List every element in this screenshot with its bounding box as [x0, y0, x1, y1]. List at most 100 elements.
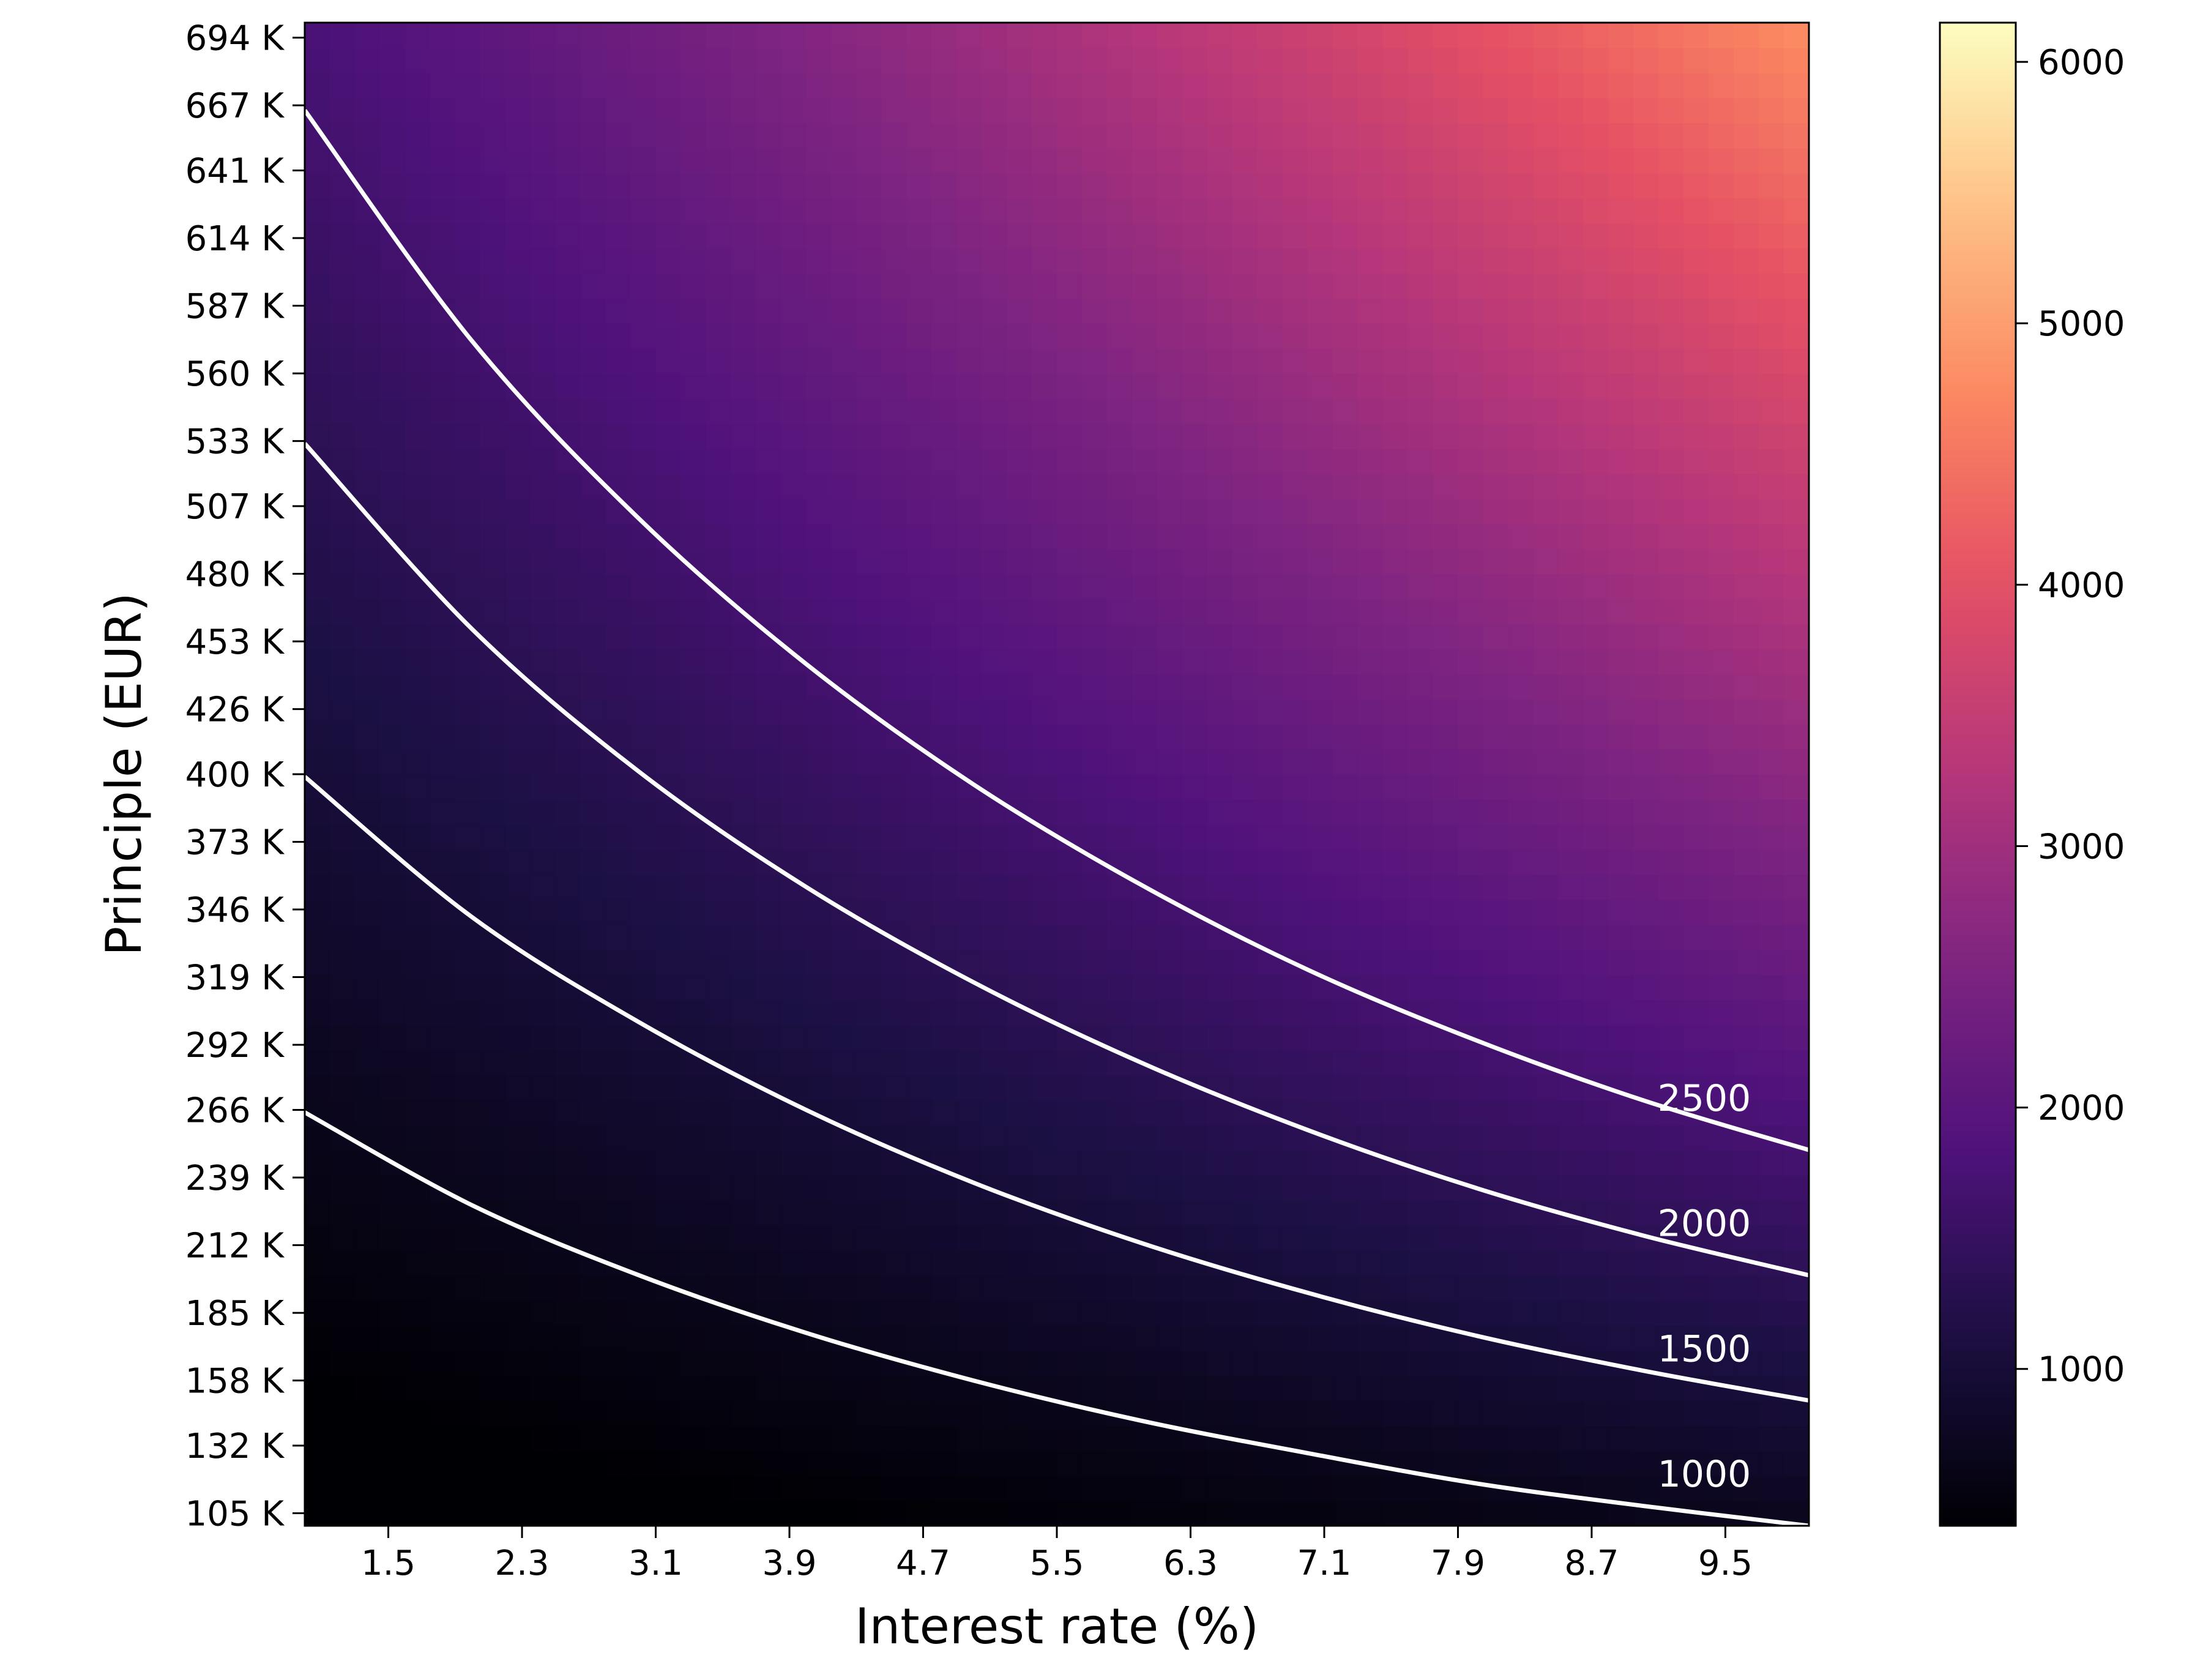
- heatmap-cell: [956, 1200, 982, 1226]
- heatmap-cell: [1106, 548, 1133, 575]
- heatmap-cell: [580, 1050, 606, 1075]
- heatmap-cell: [1483, 1400, 1509, 1427]
- heatmap-cell: [756, 724, 782, 750]
- heatmap-cell: [655, 724, 682, 750]
- heatmap-cell: [906, 373, 932, 399]
- heatmap-cell: [982, 874, 1007, 900]
- heatmap-cell: [455, 122, 481, 149]
- heatmap-cell: [1709, 398, 1734, 424]
- heatmap-cell: [1057, 724, 1083, 750]
- heatmap-cell: [1633, 1150, 1659, 1176]
- heatmap-cell: [1558, 1450, 1584, 1476]
- heatmap-cell: [1182, 1225, 1208, 1251]
- heatmap-cell: [1007, 1450, 1032, 1476]
- y-tick-label: 319 K: [185, 958, 285, 998]
- heatmap-cell: [1558, 1501, 1584, 1526]
- heatmap-cell: [706, 573, 732, 600]
- heatmap-cell: [1057, 173, 1083, 199]
- heatmap-cell: [1282, 974, 1308, 1001]
- heatmap-cell: [404, 624, 431, 650]
- heatmap-cell: [580, 1275, 606, 1301]
- heatmap-cell: [1458, 147, 1484, 174]
- heatmap-cell: [1032, 1225, 1057, 1251]
- heatmap-cell: [1458, 47, 1484, 73]
- heatmap-cell: [906, 999, 932, 1026]
- heatmap-cell: [329, 323, 356, 349]
- heatmap-cell: [305, 1050, 330, 1075]
- heatmap-cell: [1608, 949, 1635, 976]
- heatmap-cell: [1257, 1375, 1283, 1402]
- heatmap-cell: [1232, 248, 1258, 274]
- heatmap-cell: [655, 924, 682, 950]
- heatmap-cell: [305, 423, 330, 449]
- heatmap-cell: [1207, 674, 1233, 700]
- heatmap-cell: [1734, 624, 1759, 650]
- heatmap-cell: [480, 1300, 506, 1326]
- heatmap-cell: [881, 624, 907, 650]
- heatmap-cell: [354, 1375, 381, 1402]
- heatmap-cell: [1106, 799, 1133, 825]
- heatmap-cell: [982, 1275, 1007, 1301]
- heatmap-cell: [1407, 423, 1434, 449]
- heatmap-cell: [831, 97, 857, 124]
- heatmap-cell: [1483, 298, 1509, 324]
- heatmap-cell: [706, 122, 732, 149]
- heatmap-cell: [1257, 248, 1283, 274]
- heatmap-cell: [1508, 1125, 1534, 1151]
- heatmap-cell: [906, 1300, 932, 1326]
- heatmap-cell: [806, 273, 832, 299]
- heatmap-cell: [881, 849, 907, 875]
- heatmap-cell: [1157, 223, 1183, 249]
- heatmap-cell: [430, 799, 456, 825]
- heatmap-cell: [1558, 899, 1584, 925]
- heatmap-cell: [806, 724, 832, 750]
- heatmap-cell: [1007, 949, 1032, 976]
- heatmap-cell: [505, 1350, 531, 1376]
- heatmap-cell: [580, 97, 606, 124]
- heatmap-cell: [856, 649, 882, 675]
- heatmap-cell: [881, 198, 907, 224]
- heatmap-cell: [1784, 97, 1809, 124]
- heatmap-cell: [856, 1075, 882, 1100]
- heatmap-cell: [1759, 373, 1784, 399]
- heatmap-cell: [1407, 699, 1434, 725]
- heatmap-cell: [1057, 1325, 1083, 1351]
- heatmap-cell: [1583, 248, 1609, 274]
- colorbar-tick-label: 4000: [2038, 566, 2125, 605]
- heatmap-cell: [530, 223, 556, 249]
- heatmap-cell: [706, 724, 732, 750]
- heatmap-cell: [706, 1150, 732, 1176]
- heatmap-cell: [1508, 974, 1534, 1001]
- heatmap-cell: [1131, 348, 1158, 374]
- heatmap-cell: [680, 774, 707, 800]
- heatmap-cell: [1232, 423, 1258, 449]
- heatmap-cell: [1583, 1250, 1609, 1276]
- heatmap-cell: [931, 1400, 957, 1427]
- heatmap-cell: [1357, 1125, 1384, 1151]
- heatmap-cell: [1032, 1275, 1057, 1301]
- heatmap-cell: [505, 874, 531, 900]
- heatmap-cell: [379, 624, 406, 650]
- heatmap-cell: [1784, 899, 1809, 925]
- heatmap-cell: [580, 1425, 606, 1451]
- heatmap-cell: [1257, 548, 1283, 575]
- heatmap-cell: [1759, 674, 1784, 700]
- heatmap-cell: [1106, 273, 1133, 299]
- heatmap-cell: [1633, 1375, 1659, 1402]
- heatmap-cell: [1257, 473, 1283, 499]
- heatmap-cell: [982, 348, 1007, 374]
- heatmap-cell: [480, 198, 506, 224]
- heatmap-cell: [1784, 448, 1809, 474]
- heatmap-cell: [630, 1100, 657, 1126]
- heatmap-cell: [1784, 1025, 1809, 1051]
- heatmap-cell: [379, 173, 406, 199]
- heatmap-cell: [680, 724, 707, 750]
- heatmap-cell: [480, 398, 506, 424]
- heatmap-cell: [1007, 97, 1032, 124]
- heatmap-cell: [1257, 398, 1283, 424]
- y-tick-label: 400 K: [185, 755, 285, 795]
- heatmap-cell: [530, 1375, 556, 1402]
- heatmap-cell: [931, 72, 957, 99]
- heatmap-cell: [1382, 47, 1409, 73]
- heatmap-cell: [580, 899, 606, 925]
